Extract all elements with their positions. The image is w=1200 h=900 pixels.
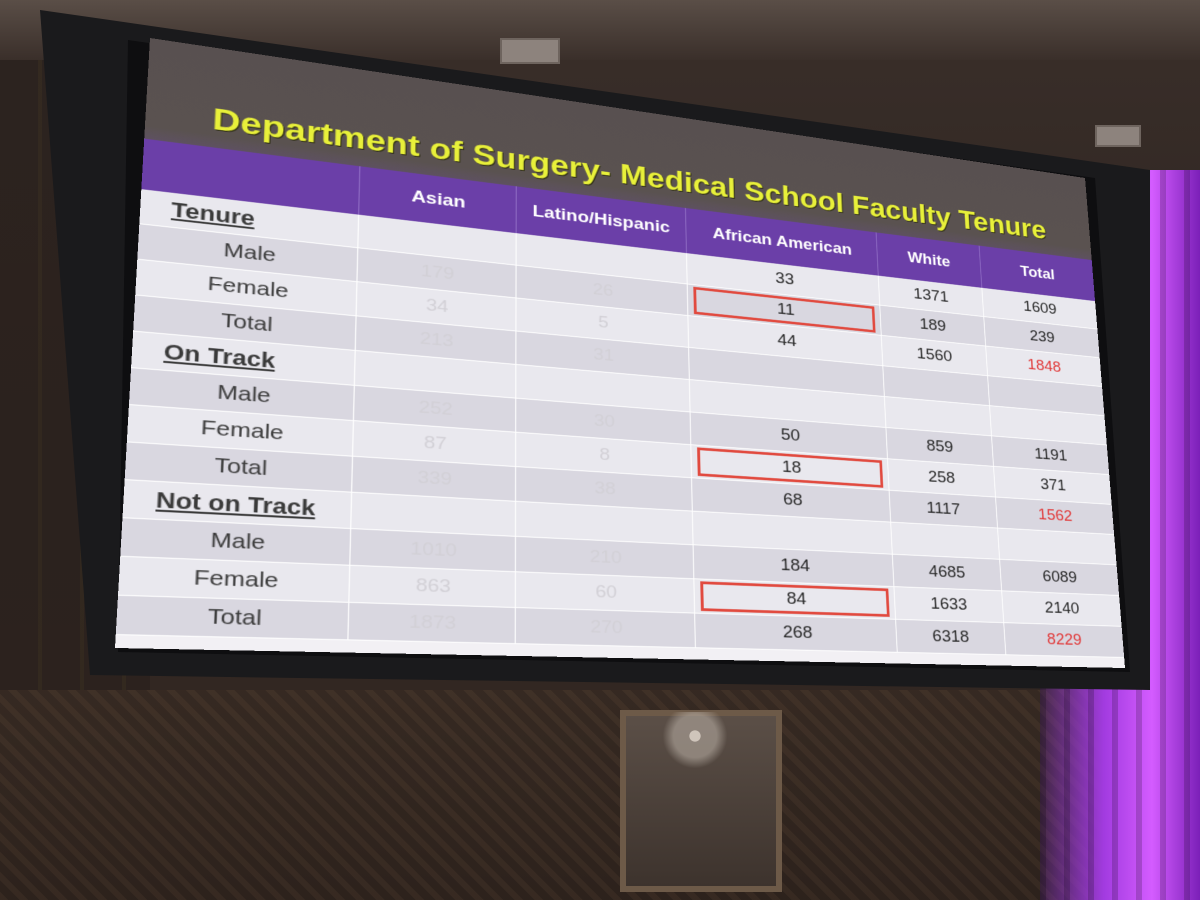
- table-cell: 6318: [895, 619, 1005, 654]
- table-cell: 268: [694, 613, 897, 652]
- cell-value: 239: [1029, 327, 1055, 346]
- table-cell: 60: [515, 572, 694, 613]
- table-cell: 8229: [1003, 623, 1124, 658]
- cell-value: 87: [424, 433, 447, 454]
- table-cell: 270: [515, 607, 695, 647]
- cell-value: 34: [426, 296, 449, 317]
- table-cell: 1633: [893, 587, 1003, 623]
- cell-value: 44: [777, 331, 797, 351]
- cell-value: 1371: [913, 285, 949, 306]
- cell-value: 68: [783, 490, 803, 510]
- cell-value: 30: [594, 411, 615, 432]
- cell-value: 6318: [932, 627, 970, 646]
- cell-value: 1117: [926, 499, 961, 519]
- cell-value: 8229: [1047, 630, 1083, 649]
- table-cell: 1873: [347, 602, 514, 643]
- cell-value: 339: [417, 468, 452, 490]
- cell-value: 189: [919, 315, 946, 335]
- row-label: Total: [116, 595, 348, 640]
- cell-value: 252: [418, 397, 452, 419]
- cell-value: 8: [599, 445, 610, 465]
- cell-value: 33: [775, 269, 795, 289]
- table-cell: 863: [348, 565, 515, 607]
- table-cell: 4685: [892, 554, 1001, 591]
- cell-value: 1562: [1038, 506, 1073, 525]
- cell-value: 1560: [916, 345, 952, 366]
- cell-value: 50: [780, 426, 800, 446]
- cell-value: 26: [593, 280, 614, 300]
- cell-value: 258: [928, 468, 956, 487]
- cell-value: 4685: [928, 562, 965, 582]
- table-cell: [890, 522, 999, 559]
- cell-value: 1609: [1023, 298, 1057, 318]
- cell-value: 2140: [1044, 599, 1080, 618]
- cell-value: 1010: [410, 539, 457, 561]
- cell-value: 859: [926, 437, 954, 457]
- cell-value: 371: [1040, 476, 1067, 495]
- cell-value: 6089: [1042, 568, 1078, 587]
- cell-value: 1873: [409, 612, 456, 634]
- cell-value: 60: [595, 582, 617, 603]
- cell-value: 184: [780, 556, 810, 576]
- cell-value: 1848: [1027, 356, 1062, 376]
- cell-value: 213: [420, 329, 454, 351]
- slide-plane: Department of Surgery- Medical School Fa…: [115, 38, 1125, 668]
- cell-value: 1191: [1034, 445, 1068, 464]
- cell-value: 31: [593, 345, 614, 365]
- cell-value: 270: [590, 617, 623, 638]
- cell-value: 863: [416, 575, 451, 597]
- highlight-box: [700, 581, 889, 617]
- cell-value: 268: [782, 623, 812, 643]
- cell-value: 179: [421, 261, 455, 283]
- cell-value: 1633: [930, 595, 968, 615]
- table-cell: 6089: [999, 559, 1119, 595]
- cell-value: 5: [598, 313, 609, 332]
- table-cell: 2140: [1001, 591, 1121, 626]
- cell-value: 38: [594, 478, 615, 499]
- cell-value: 210: [590, 547, 622, 568]
